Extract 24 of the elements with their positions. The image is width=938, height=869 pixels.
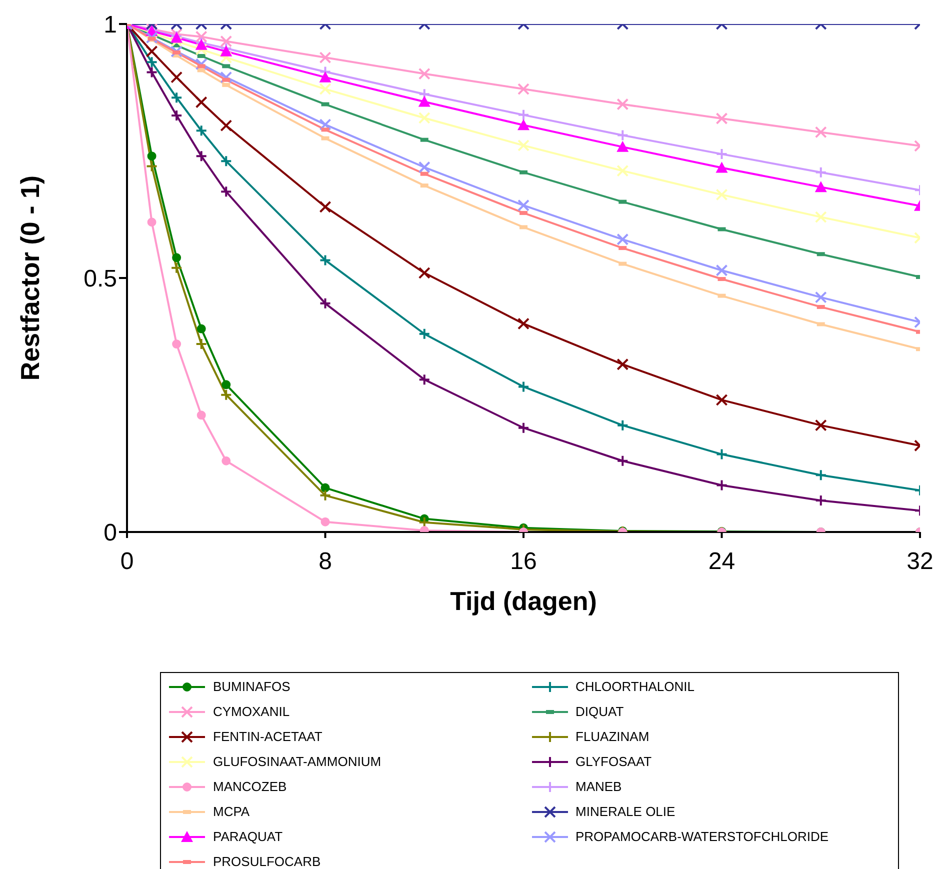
y-axis-title: Restfactor (0 - 1) bbox=[15, 175, 46, 381]
y-tick-label: 0 bbox=[104, 520, 117, 547]
legend-label: GLYFOSAAT bbox=[576, 754, 652, 769]
x-tick-label: 24 bbox=[708, 548, 736, 576]
legend-label: MCPA bbox=[213, 804, 250, 819]
legend-label: CYMOXANIL bbox=[213, 704, 290, 719]
legend-label: PROSULFOCARB bbox=[213, 854, 321, 869]
legend-label: CHLOORTHALONIL bbox=[576, 679, 694, 694]
x-tick-label: 8 bbox=[318, 548, 332, 576]
legend-label: MINERALE OLIE bbox=[576, 804, 676, 819]
legend-label: DIQUAT bbox=[576, 704, 624, 719]
legend-label: MANEB bbox=[576, 779, 622, 794]
y-tick-label: 0.5 bbox=[84, 266, 117, 293]
legend-label: FLUAZINAM bbox=[576, 729, 650, 744]
x-tick-label: 16 bbox=[510, 548, 537, 576]
legend-label: PROPAMOCARB-WATERSTOFCHLORIDE bbox=[576, 829, 829, 844]
y-tick-label: 1 bbox=[104, 12, 117, 39]
legend-label: MANCOZEB bbox=[213, 779, 287, 794]
legend-label: GLUFOSINAAT-AMMONIUM bbox=[213, 754, 382, 769]
legend-label: BUMINAFOS bbox=[213, 679, 290, 694]
legend-label: PARAQUAT bbox=[213, 829, 283, 844]
legend-label: FENTIN-ACETAAT bbox=[213, 729, 322, 744]
x-tick-label: 32 bbox=[906, 548, 934, 576]
x-axis-title: Tijd (dagen) bbox=[450, 586, 597, 616]
